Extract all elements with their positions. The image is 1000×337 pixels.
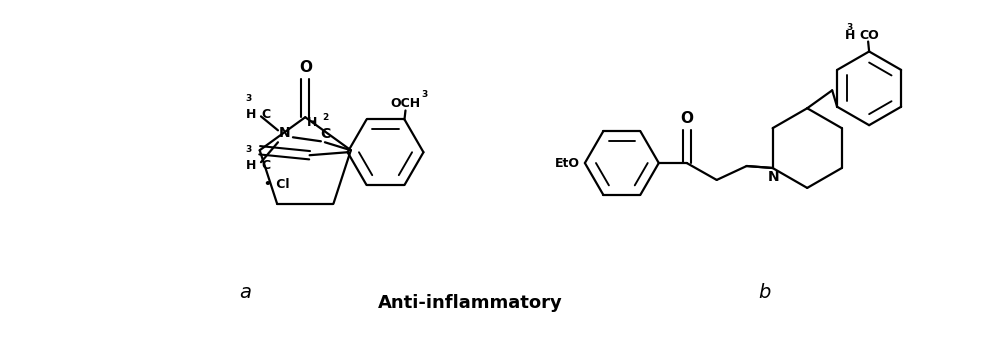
Text: O: O [299, 60, 312, 75]
Text: 3: 3 [246, 94, 252, 103]
Text: b: b [758, 283, 771, 302]
Text: EtO: EtO [555, 156, 580, 170]
Text: C: C [320, 127, 330, 141]
Text: C: C [261, 159, 270, 172]
Text: • Cl: • Cl [264, 178, 290, 191]
Text: O: O [680, 111, 693, 126]
Text: OCH: OCH [390, 97, 421, 111]
Text: 3: 3 [246, 145, 252, 154]
Text: C: C [261, 108, 270, 121]
Text: H: H [307, 116, 317, 129]
Text: N: N [768, 170, 779, 184]
Text: H: H [246, 108, 256, 121]
Text: Anti-inflammatory: Anti-inflammatory [378, 294, 562, 312]
Text: 2: 2 [322, 113, 328, 122]
Text: N: N [279, 126, 291, 140]
Text: H: H [845, 29, 855, 41]
Text: H: H [246, 159, 256, 172]
Text: CO: CO [859, 29, 879, 41]
Text: 3: 3 [421, 90, 428, 98]
Text: 3: 3 [846, 23, 852, 32]
Text: a: a [239, 283, 251, 302]
